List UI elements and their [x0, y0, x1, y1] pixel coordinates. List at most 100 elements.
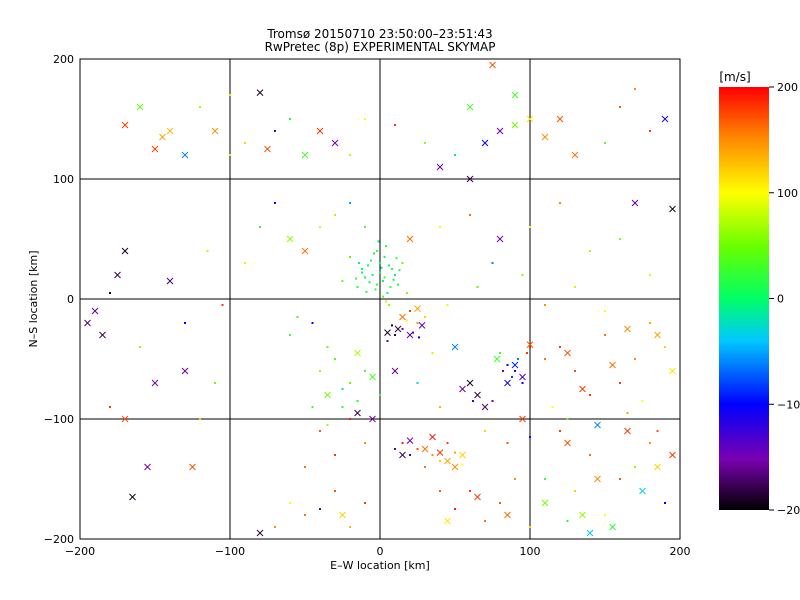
data-point-x	[564, 349, 571, 357]
data-point	[319, 370, 321, 372]
data-point	[349, 526, 351, 528]
data-point	[356, 286, 359, 288]
data-point-x	[609, 361, 616, 369]
data-point	[664, 502, 666, 504]
data-point	[401, 442, 404, 444]
data-point-x	[181, 151, 189, 159]
data-point	[566, 418, 569, 420]
data-point-x	[541, 133, 549, 141]
data-point	[604, 310, 606, 312]
data-point	[656, 430, 659, 432]
data-point-x	[669, 367, 676, 375]
data-point	[386, 292, 389, 294]
data-point	[371, 274, 374, 276]
data-point	[491, 400, 494, 402]
data-point	[394, 448, 396, 450]
data-point	[349, 418, 351, 420]
data-point-x	[144, 463, 151, 471]
data-point-x	[466, 175, 474, 183]
data-point	[361, 271, 363, 274]
data-point	[529, 346, 531, 348]
data-point-x	[526, 341, 534, 348]
data-point	[374, 288, 377, 291]
data-point	[364, 502, 366, 504]
data-point	[229, 154, 231, 156]
y-axis-label: N–S location [km]	[27, 250, 40, 347]
data-point-x	[436, 163, 444, 171]
data-point	[544, 358, 546, 360]
x-tick-label: 200	[670, 545, 691, 558]
data-point	[406, 319, 408, 322]
data-point	[619, 106, 621, 108]
data-point-x	[264, 145, 271, 153]
data-point	[416, 448, 419, 450]
data-point-x	[669, 451, 676, 459]
data-point	[521, 274, 524, 276]
data-point	[356, 400, 359, 402]
data-point-x	[429, 433, 436, 441]
data-point	[454, 154, 456, 156]
data-point	[439, 460, 441, 462]
data-point	[439, 490, 441, 492]
data-point	[634, 358, 636, 360]
data-point	[214, 382, 216, 384]
data-point	[383, 276, 386, 279]
data-point	[373, 252, 375, 255]
data-point-x	[504, 511, 511, 519]
data-point-x	[624, 427, 631, 435]
data-point	[574, 370, 576, 372]
data-point	[349, 256, 351, 258]
data-point-x	[511, 121, 519, 129]
data-point	[184, 322, 186, 324]
data-point	[472, 400, 474, 402]
data-point-x	[189, 463, 196, 471]
colorbar-ticks: 200 100 0 −100 −200	[769, 81, 800, 517]
data-point	[199, 106, 201, 108]
data-point	[521, 382, 524, 384]
data-point	[376, 250, 378, 252]
data-point-x	[399, 451, 406, 459]
data-markers	[84, 61, 676, 537]
data-point-x	[609, 523, 616, 531]
data-point-x	[519, 373, 526, 381]
data-point	[626, 412, 629, 414]
data-point-x	[406, 437, 414, 444]
data-point	[529, 526, 531, 528]
data-point	[649, 130, 651, 132]
data-point-x	[121, 247, 129, 255]
data-point-x	[571, 151, 579, 159]
data-point	[406, 292, 408, 294]
data-point	[289, 118, 291, 120]
data-point	[604, 142, 606, 144]
data-point-x	[151, 379, 159, 387]
data-point	[365, 290, 368, 293]
colorbar-label: [m/s]	[719, 70, 750, 84]
data-point	[304, 514, 306, 516]
data-point	[377, 240, 380, 243]
data-point	[619, 382, 621, 384]
data-point	[544, 304, 546, 306]
data-point	[385, 245, 387, 248]
data-point-x	[301, 151, 309, 159]
data-point-x	[369, 415, 376, 423]
data-point-x	[594, 421, 601, 429]
data-point	[385, 300, 387, 303]
x-axis-label: E–W location [km]	[330, 559, 430, 572]
data-point	[641, 400, 644, 402]
data-point	[604, 514, 606, 516]
data-point	[379, 262, 381, 264]
data-point	[454, 508, 456, 510]
data-point	[394, 274, 396, 276]
data-point-x	[459, 451, 466, 459]
data-point-x	[286, 235, 294, 243]
data-point	[439, 226, 441, 228]
data-point-x	[91, 307, 99, 315]
data-point-x	[339, 511, 346, 519]
data-point	[274, 526, 276, 528]
data-point-x	[661, 115, 669, 123]
data-point-x	[481, 139, 489, 147]
data-point	[431, 352, 434, 354]
plot-frame	[79, 58, 681, 540]
data-point	[604, 334, 606, 336]
data-point	[418, 336, 420, 339]
